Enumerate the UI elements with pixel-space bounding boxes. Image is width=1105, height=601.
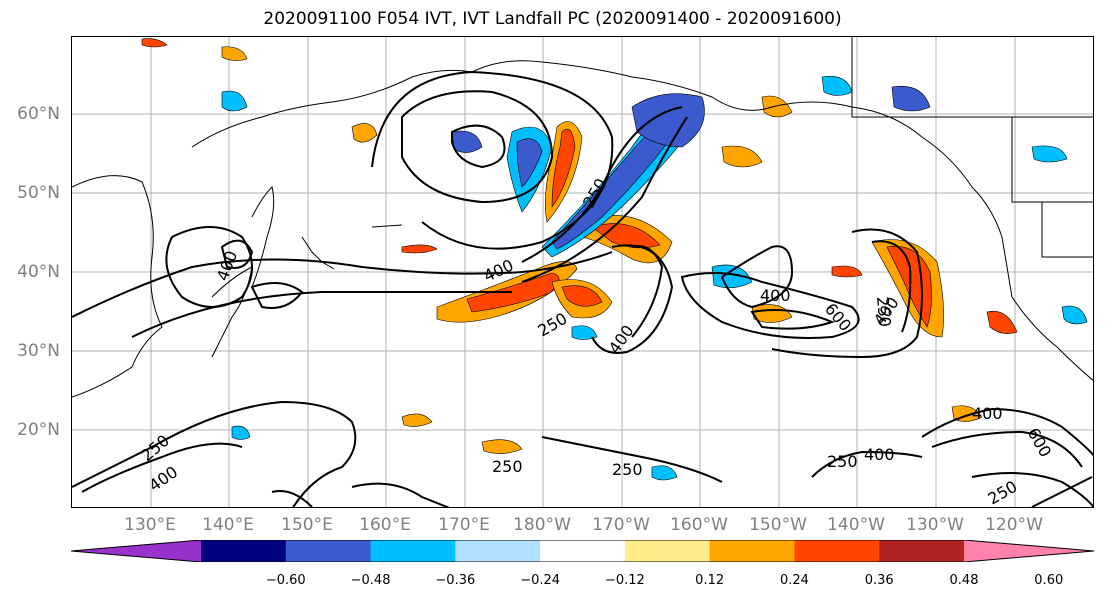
map-title: 2020091100 F054 IVT, IVT Landfall PC (20… — [263, 9, 842, 29]
colorbar-segment — [624, 540, 711, 562]
lon-label: 180°W — [513, 515, 571, 535]
map-panel[interactable]: 250 400 400 400 250 400 400 600 250 400 … — [71, 36, 1094, 508]
colorbar-tick-label: −0.48 — [350, 573, 391, 588]
colorbar-segment — [370, 540, 456, 562]
colorbar-segment — [285, 540, 372, 562]
colorbar-segment — [201, 540, 287, 562]
lon-label: 150°W — [749, 515, 807, 535]
colorbar — [71, 540, 1094, 562]
lon-label: 160°E — [359, 515, 411, 535]
colorbar-tick-label: −0.60 — [265, 573, 306, 588]
contour-label: 400 — [760, 286, 791, 305]
lat-label: 30°N — [17, 341, 60, 361]
colorbar-tick-label: 0.24 — [779, 573, 809, 588]
contour-labels: 250 400 400 400 250 400 400 600 250 400 … — [137, 175, 1055, 507]
colorbar-tick-label: 0.36 — [864, 573, 894, 588]
coastlines — [72, 37, 1093, 398]
colorbar-segment — [455, 540, 541, 562]
colorbar-extend-low — [71, 540, 201, 562]
contour-label: 250 — [492, 457, 523, 476]
colorbar-segment — [794, 540, 880, 562]
lon-label: 130°W — [906, 515, 964, 535]
contour-label: 250 — [137, 431, 173, 465]
colorbar-segment — [879, 540, 965, 562]
contour-label: 250 — [873, 296, 895, 328]
colorbar-tick-label: −0.24 — [520, 573, 561, 588]
lon-label: 170°E — [438, 515, 490, 535]
contour-label: 400 — [972, 404, 1003, 423]
contour-label: 250 — [827, 452, 858, 471]
lon-label: 160°W — [670, 515, 728, 535]
lat-label: 50°N — [17, 183, 60, 203]
colorbar-tick-label: −0.36 — [435, 573, 476, 588]
colorbar-tick-label: 0.48 — [949, 573, 979, 588]
contour-label: 400 — [864, 445, 895, 464]
contour-label: 400 — [213, 248, 241, 283]
colorbar-tick-label: 0.12 — [695, 573, 725, 588]
map-canvas: 250 400 400 400 250 400 400 600 250 400 … — [72, 37, 1093, 507]
lon-label: 140°W — [827, 515, 885, 535]
lon-label: 140°E — [202, 515, 254, 535]
positive-anomaly-fills — [141, 38, 1018, 454]
ivt-contours — [72, 70, 1093, 507]
contour-label: 250 — [612, 460, 643, 479]
lon-label: 170°W — [592, 515, 650, 535]
colorbar-extend-high — [964, 540, 1094, 562]
colorbar-segment — [540, 540, 626, 562]
colorbar-tick-label: −0.12 — [604, 573, 645, 588]
lon-label: 130°E — [124, 515, 176, 535]
colorbar-segment — [709, 540, 795, 562]
colorbar-segments — [71, 540, 1094, 562]
lat-label: 40°N — [17, 262, 60, 282]
colorbar-tick-label: 0.60 — [1034, 573, 1064, 588]
lat-label: 20°N — [17, 420, 60, 440]
lat-label: 60°N — [17, 104, 60, 124]
lon-label: 120°W — [985, 515, 1043, 535]
lon-label: 150°E — [281, 515, 333, 535]
contour-label: 250 — [535, 309, 571, 341]
